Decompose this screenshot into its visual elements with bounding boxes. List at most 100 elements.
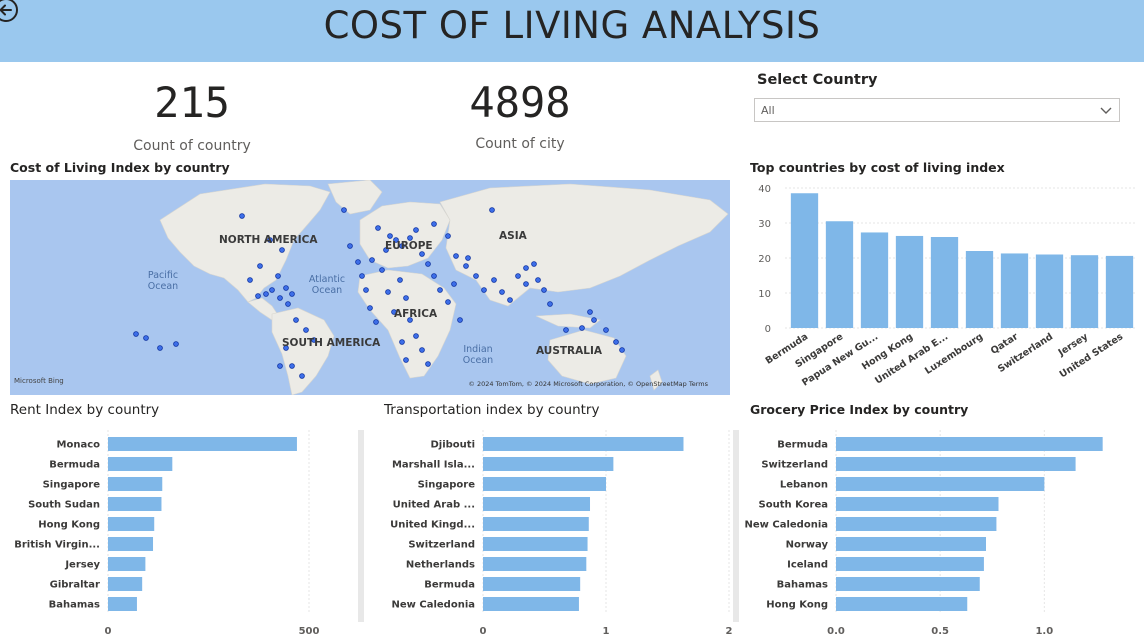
city-point[interactable] (133, 331, 139, 337)
city-point[interactable] (373, 319, 379, 325)
city-point[interactable] (453, 253, 459, 259)
city-point[interactable] (173, 341, 179, 347)
bar[interactable] (108, 437, 297, 451)
bar[interactable] (836, 597, 968, 611)
city-point[interactable] (425, 361, 431, 367)
city-point[interactable] (413, 333, 419, 339)
city-point[interactable] (587, 309, 593, 315)
city-point[interactable] (277, 363, 283, 369)
city-point[interactable] (143, 335, 149, 341)
city-point[interactable] (283, 345, 289, 351)
city-point[interactable] (535, 277, 541, 283)
city-point[interactable] (289, 291, 295, 297)
city-point[interactable] (541, 287, 547, 293)
city-point[interactable] (523, 265, 529, 271)
column-bar[interactable] (1070, 255, 1099, 328)
city-point[interactable] (285, 301, 291, 307)
bar[interactable] (483, 557, 587, 571)
scrollbar[interactable] (358, 430, 364, 622)
city-point[interactable] (393, 237, 399, 243)
city-point[interactable] (303, 327, 309, 333)
city-point[interactable] (375, 225, 381, 231)
city-point[interactable] (403, 295, 409, 301)
city-point[interactable] (347, 243, 353, 249)
bar[interactable] (836, 577, 980, 591)
city-point[interactable] (397, 277, 403, 283)
map-attribution[interactable]: © 2024 TomTom, © 2024 Microsoft Corporat… (468, 380, 708, 388)
city-point[interactable] (431, 273, 437, 279)
column-bar[interactable] (790, 193, 819, 328)
city-point[interactable] (413, 227, 419, 233)
column-bar[interactable] (930, 237, 959, 328)
city-point[interactable] (379, 267, 385, 273)
city-point[interactable] (515, 273, 521, 279)
city-point[interactable] (431, 221, 437, 227)
bar[interactable] (483, 437, 684, 451)
bar[interactable] (108, 457, 173, 471)
city-point[interactable] (499, 289, 505, 295)
bar[interactable] (108, 477, 163, 491)
city-point[interactable] (247, 277, 253, 283)
city-point[interactable] (407, 317, 413, 323)
bar[interactable] (108, 537, 154, 551)
column-bar[interactable] (1000, 253, 1029, 328)
city-point[interactable] (445, 233, 451, 239)
column-bar[interactable] (860, 232, 889, 328)
city-point[interactable] (613, 339, 619, 345)
city-point[interactable] (547, 301, 553, 307)
city-point[interactable] (403, 357, 409, 363)
city-point[interactable] (419, 251, 425, 257)
city-point[interactable] (399, 339, 405, 345)
column-bar[interactable] (825, 221, 854, 328)
bar[interactable] (836, 557, 984, 571)
city-point[interactable] (269, 287, 275, 293)
city-point[interactable] (359, 273, 365, 279)
city-point[interactable] (451, 281, 457, 287)
city-point[interactable] (425, 261, 431, 267)
city-point[interactable] (481, 287, 487, 293)
city-point[interactable] (267, 237, 273, 243)
city-point[interactable] (383, 247, 389, 253)
city-point[interactable] (457, 317, 463, 323)
city-point[interactable] (239, 213, 245, 219)
city-point[interactable] (619, 347, 625, 353)
bar[interactable] (108, 497, 162, 511)
bar[interactable] (483, 457, 614, 471)
city-point[interactable] (463, 263, 469, 269)
bar[interactable] (483, 497, 591, 511)
city-point[interactable] (257, 263, 263, 269)
bar[interactable] (108, 517, 155, 531)
scrollbar[interactable] (733, 430, 739, 622)
city-point[interactable] (507, 297, 513, 303)
bar[interactable] (836, 537, 986, 551)
city-point[interactable] (255, 293, 261, 299)
bar[interactable] (483, 577, 581, 591)
country-dropdown[interactable]: All (754, 98, 1120, 122)
column-bar[interactable] (1105, 255, 1134, 328)
city-point[interactable] (437, 287, 443, 293)
city-point[interactable] (385, 289, 391, 295)
city-point[interactable] (299, 373, 305, 379)
bar[interactable] (483, 537, 588, 551)
city-point[interactable] (391, 309, 397, 315)
city-point[interactable] (283, 285, 289, 291)
city-point[interactable] (275, 273, 281, 279)
bar[interactable] (836, 497, 999, 511)
back-button[interactable] (0, 0, 20, 24)
city-point[interactable] (341, 207, 347, 213)
bar[interactable] (108, 597, 137, 611)
city-point[interactable] (157, 345, 163, 351)
bar[interactable] (108, 577, 143, 591)
column-bar[interactable] (965, 251, 994, 328)
city-point[interactable] (279, 247, 285, 253)
city-point[interactable] (277, 295, 283, 301)
city-point[interactable] (399, 243, 405, 249)
bar[interactable] (836, 437, 1103, 451)
city-point[interactable] (473, 273, 479, 279)
city-point[interactable] (311, 337, 317, 343)
city-point[interactable] (355, 259, 361, 265)
city-point[interactable] (387, 233, 393, 239)
city-point[interactable] (563, 327, 569, 333)
city-point[interactable] (369, 257, 375, 263)
city-point[interactable] (465, 255, 471, 261)
